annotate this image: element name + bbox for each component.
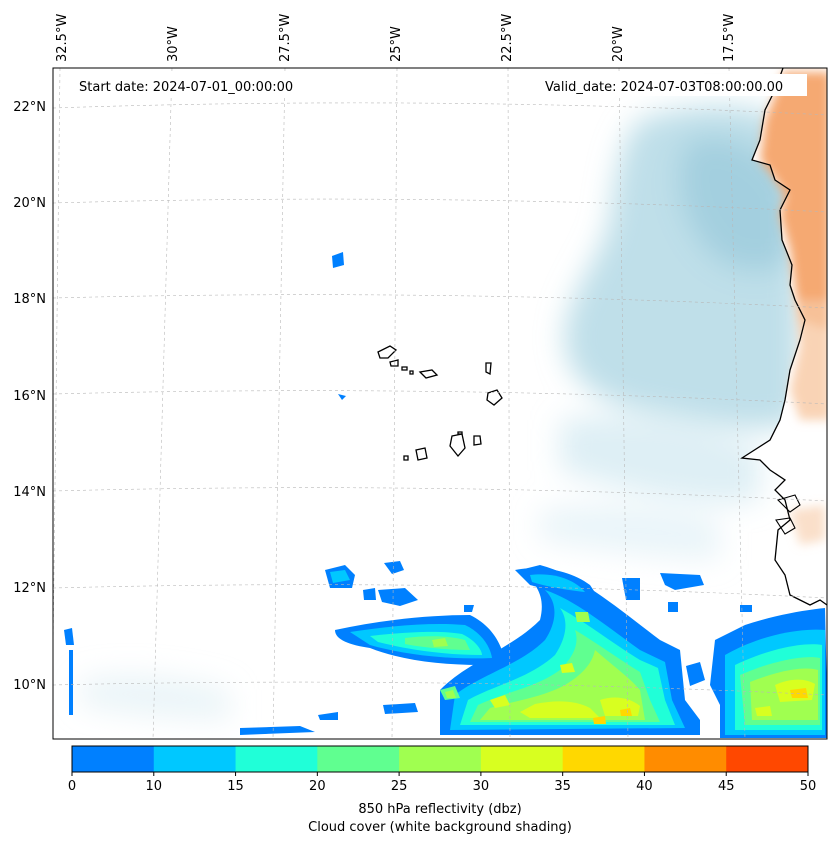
colorbar-label-line2: Cloud cover (white background shading): [308, 820, 572, 835]
colorbar-label-line1: 850 hPa reflectivity (dbz): [358, 802, 521, 817]
start-date-label: Start date: 2024-07-01_00:00:00: [79, 80, 293, 95]
colorbar-tick-label: 30: [473, 779, 490, 794]
colorbar-segment: [153, 746, 237, 772]
colorbar-tick-label: 0: [68, 779, 76, 794]
lon-label-22-5w: 22.5°W: [500, 14, 515, 62]
valid-date-label: Valid_date: 2024-07-03T08:00:00.00: [545, 80, 783, 95]
lon-label-17-5w: 17.5°W: [722, 14, 737, 62]
latitude-labels: 22°N 20°N 18°N 16°N 14°N 12°N 10°N: [13, 100, 46, 693]
colorbar-segment: [399, 746, 482, 772]
map-frame: [52, 67, 828, 740]
lat-label-18n: 18°N: [13, 292, 46, 307]
coastline-inlets: [775, 494, 801, 535]
lat-label-14n: 14°N: [13, 485, 46, 500]
coastline: [740, 68, 827, 606]
colorbar-tick-label: 10: [146, 779, 163, 794]
gridlines: [53, 68, 827, 739]
colorbar-tick-label: 35: [554, 779, 571, 794]
colorbar-tick-label: 25: [391, 779, 408, 794]
colorbar-segment: [644, 746, 727, 772]
reflectivity-field: [64, 252, 827, 738]
lon-label-30w: 30°W: [166, 26, 181, 62]
colorbar-frame: [71, 745, 809, 773]
map-panel: [53, 68, 827, 739]
colorbar: 0 10 15 20 25 30 35 40 45 50: [68, 745, 817, 794]
lon-label-32-5w: 32.5°W: [55, 14, 70, 62]
lat-label-12n: 12°N: [13, 581, 46, 596]
colorbar-tick-label: 20: [309, 779, 326, 794]
cape-verde-islands: [377, 345, 503, 461]
colorbar-tick-label: 15: [227, 779, 244, 794]
lat-label-16n: 16°N: [13, 389, 46, 404]
colorbar-segment: [480, 746, 564, 772]
colorbar-tick-label: 50: [800, 779, 817, 794]
lat-label-20n: 20°N: [13, 196, 46, 211]
lon-label-20w: 20°W: [611, 26, 626, 62]
lon-label-27-5w: 27.5°W: [278, 14, 293, 62]
longitude-labels: 32.5°W 30°W 27.5°W 25°W 22.5°W 20°W 17.5…: [55, 14, 737, 62]
colorbar-segment: [235, 746, 318, 772]
cloud-cover-shading: [80, 106, 800, 720]
colorbar-segment: [317, 746, 400, 772]
colorbar-tick-label: 45: [718, 779, 735, 794]
valid-date-box: [540, 74, 807, 96]
lat-label-10n: 10°N: [13, 678, 46, 693]
colorbar-segment: [726, 746, 809, 772]
colorbar-segment: [72, 746, 155, 772]
lon-label-25w: 25°W: [389, 26, 404, 62]
colorbar-tick-label: 40: [636, 779, 653, 794]
colorbar-segment: [562, 746, 645, 772]
start-date-box: [72, 74, 312, 96]
lat-label-22n: 22°N: [13, 100, 46, 115]
